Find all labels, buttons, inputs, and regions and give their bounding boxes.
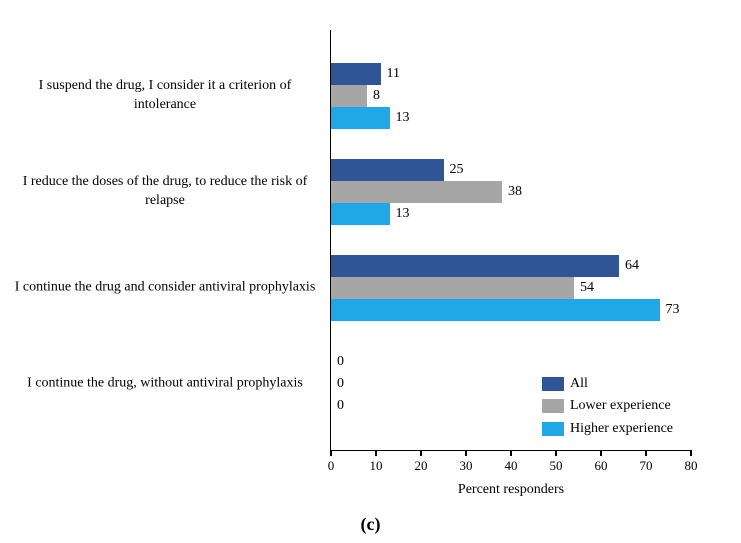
bar (331, 85, 367, 107)
x-tick-label: 80 (685, 458, 698, 474)
bar-value-label: 0 (337, 376, 344, 392)
bar (331, 181, 502, 203)
bar-value-label: 38 (508, 184, 522, 200)
bar-value-label: 8 (373, 88, 380, 104)
bar-value-label: 0 (337, 354, 344, 370)
bar-value-label: 25 (450, 162, 464, 178)
bar-value-label: 64 (625, 258, 639, 274)
y-category-label: I continue the drug and consider antivir… (10, 279, 320, 298)
y-category-label: I continue the drug, without antiviral p… (10, 375, 320, 394)
bar (331, 255, 619, 277)
legend-label: Higher experience (570, 418, 673, 440)
bar-value-label: 11 (387, 66, 400, 82)
x-axis-label: Percent responders (458, 482, 564, 498)
bar (331, 277, 574, 299)
y-category-label: I suspend the drug, I consider it a crit… (10, 77, 320, 115)
x-tick-label: 60 (595, 458, 608, 474)
bar-value-label: 73 (666, 302, 680, 318)
bar-value-label: 13 (396, 110, 410, 126)
x-tick-label: 10 (370, 458, 383, 474)
bar-value-label: 13 (396, 206, 410, 222)
x-tick-label: 30 (460, 458, 473, 474)
x-tick-label: 40 (505, 458, 518, 474)
bar (331, 299, 660, 321)
legend-label: Lower experience (570, 395, 671, 417)
bar (331, 107, 390, 129)
bar-value-label: 54 (580, 280, 594, 296)
x-tick-label: 0 (328, 458, 335, 474)
bar-value-label: 0 (337, 398, 344, 414)
legend-label: All (570, 373, 588, 395)
caption: (c) (361, 514, 381, 535)
bar (331, 203, 390, 225)
legend: All Lower experience Higher experience (542, 373, 673, 440)
y-category-label: I reduce the doses of the drug, to reduc… (10, 173, 320, 211)
x-tick-label: 70 (640, 458, 653, 474)
bar (331, 63, 381, 85)
bar (331, 159, 444, 181)
plot-area: 01020304050607080 11813253813645473000 A… (330, 30, 691, 451)
x-tick-label: 20 (415, 458, 428, 474)
x-tick-label: 50 (550, 458, 563, 474)
